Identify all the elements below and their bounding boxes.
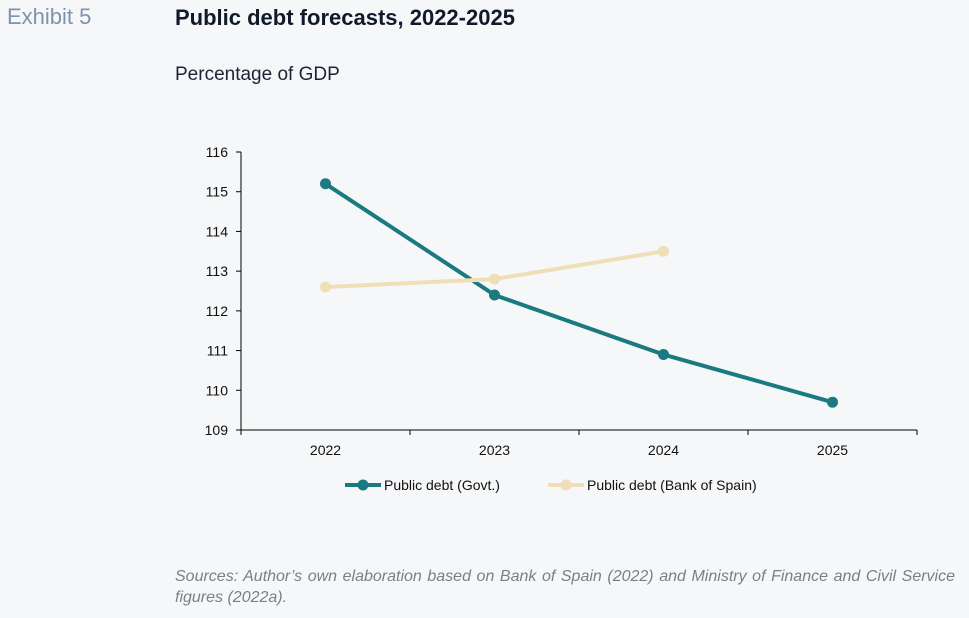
y-tick-label: 111: [207, 343, 228, 359]
y-tick-label: 115: [206, 184, 229, 200]
legend-item-bank-of-spain: Public debt (Bank of Spain): [548, 477, 757, 493]
series-govt-point: [489, 289, 500, 301]
x-tick-label: 2024: [648, 442, 679, 458]
legend-label: Public debt (Bank of Spain): [587, 477, 757, 493]
sources-note: Sources: Author’s own elaboration based …: [175, 568, 955, 606]
series-bank-of-spain: [320, 245, 669, 293]
legend-item-govt: Public debt (Govt.): [345, 477, 500, 493]
series-bank-of-spain-point: [320, 281, 331, 293]
y-tick-label: 112: [206, 303, 229, 319]
exhibit-label: Exhibit 5: [7, 4, 92, 29]
x-tick-label: 2023: [479, 442, 510, 458]
x-tick-label: 2025: [817, 442, 848, 458]
legend: Public debt (Govt.) Public debt (Bank of …: [345, 477, 757, 493]
series-govt-line: [323, 181, 835, 405]
x-axis: 2022 2023 2024 2025: [240, 429, 918, 458]
legend-label: Public debt (Govt.): [384, 477, 500, 493]
legend-swatch-marker: [560, 479, 572, 491]
series-govt-point: [827, 396, 838, 408]
y-tick-label: 114: [206, 223, 229, 239]
y-tick-label: 116: [206, 144, 229, 160]
series-bank-of-spain-point: [489, 273, 500, 285]
series-govt-point: [658, 349, 669, 361]
legend-swatch-marker: [357, 479, 369, 491]
series-govt-point: [320, 178, 331, 190]
y-tick-label: 113: [206, 263, 229, 279]
x-tick-label: 2022: [310, 442, 341, 458]
series-layer: [320, 178, 838, 408]
series-bank-of-spain-point: [658, 245, 669, 257]
chart-title: Public debt forecasts, 2022-2025: [175, 5, 515, 30]
y-tick-label: 109: [205, 422, 229, 438]
chart-subtitle: Percentage of GDP: [175, 64, 340, 85]
series-govt: [320, 178, 838, 408]
y-tick-label: 110: [206, 382, 229, 398]
y-axis: 109 110 111 112 113 114 115 116: [205, 144, 242, 438]
